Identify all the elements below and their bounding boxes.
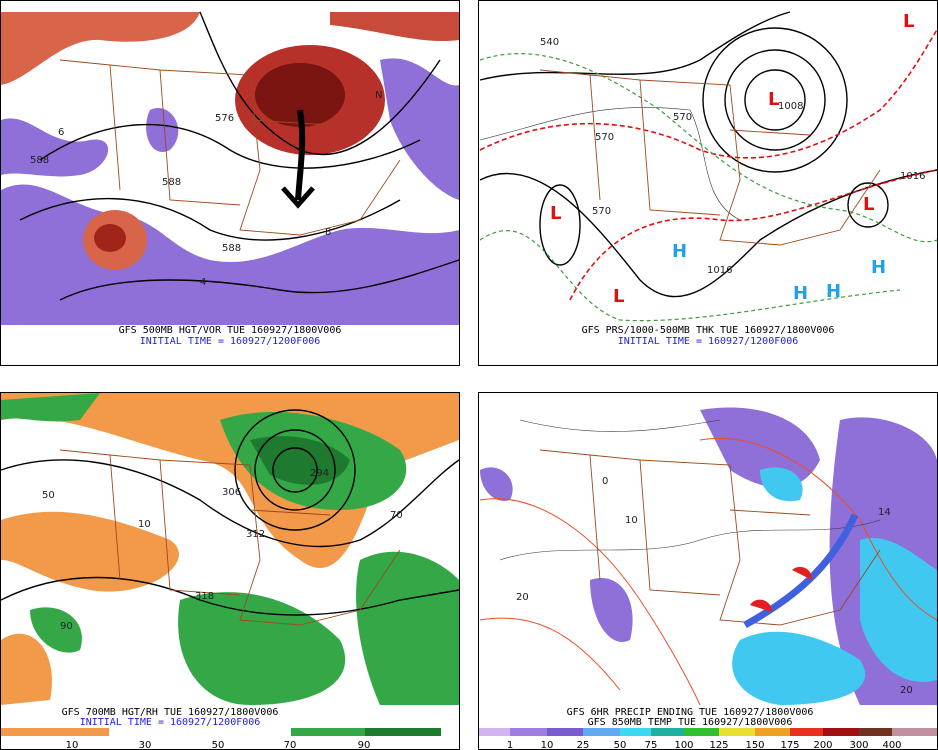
colorbar-swatch bbox=[620, 728, 651, 736]
contour-label: 8 bbox=[325, 227, 331, 238]
high-center: H bbox=[826, 281, 841, 302]
rh-label: 90 bbox=[60, 621, 73, 632]
colorbar-swatch bbox=[823, 728, 859, 736]
rh-label: 10 bbox=[138, 519, 151, 530]
caption: INITIAL TIME = 160927/1200F006 bbox=[618, 336, 799, 347]
caption: GFS PRS/1000-500MB THK TUE 160927/1800V0… bbox=[582, 325, 835, 336]
contour-label: N bbox=[375, 90, 382, 101]
colorbar-label: 50 bbox=[614, 740, 627, 750]
contour-label: 588 bbox=[222, 243, 241, 254]
low-center: L bbox=[903, 11, 914, 32]
low-center: L bbox=[863, 194, 874, 215]
contour-label: 318 bbox=[195, 591, 214, 602]
low-center: L bbox=[768, 89, 779, 110]
colorbar-swatch bbox=[684, 728, 719, 736]
thickness-label: 570 bbox=[595, 132, 614, 143]
contour-label: 306 bbox=[222, 487, 241, 498]
colorbar-label: 10 bbox=[541, 740, 554, 750]
map-mslp: L L L L L H H H H 1016 1016 1008 570 570… bbox=[479, 11, 938, 347]
caption: INITIAL TIME = 160927/1200F006 bbox=[80, 717, 261, 728]
colorbar-swatch bbox=[651, 728, 684, 736]
caption: GFS 500MB HGT/VOR TUE 160927/1800V006 bbox=[119, 325, 342, 336]
colorbar-label: 175 bbox=[780, 740, 799, 750]
colorbar-swatch bbox=[583, 728, 620, 736]
caption: GFS 850MB TEMP TUE 160927/1800V006 bbox=[588, 717, 793, 728]
caption: INITIAL TIME = 160927/1200F006 bbox=[140, 336, 321, 347]
colorbar-swatch bbox=[755, 728, 790, 736]
colorbar-swatch bbox=[547, 728, 583, 736]
colorbar: 1 10 25 50 75 100 125 150 175 200 300 400 bbox=[479, 728, 937, 750]
colorbar-label: 100 bbox=[674, 740, 693, 750]
colorbar-swatch bbox=[510, 728, 547, 736]
colorbar-label: 10 bbox=[66, 740, 79, 750]
colorbar-label: 300 bbox=[849, 740, 868, 750]
contour-label: 588 bbox=[30, 155, 49, 166]
colorbar-label: 150 bbox=[745, 740, 764, 750]
colorbar-label: 90 bbox=[358, 740, 371, 750]
colorbar-swatch bbox=[859, 728, 892, 736]
isobar-label: 1016 bbox=[707, 265, 732, 276]
precip-label: 14 bbox=[878, 507, 891, 518]
temp-label: 10 bbox=[625, 515, 638, 526]
colorbar-swatch bbox=[790, 728, 823, 736]
contour-label: 312 bbox=[246, 529, 265, 540]
map-700mb: 306 312 318 294 50 90 10 70 GFS 700MB HG… bbox=[0, 393, 460, 750]
contour-label: 294 bbox=[310, 468, 329, 479]
colorbar-label: 200 bbox=[813, 740, 832, 750]
rh-label: 50 bbox=[42, 490, 55, 501]
colorbar-label: 25 bbox=[577, 740, 590, 750]
low-center: L bbox=[550, 203, 561, 224]
colorbar-swatch bbox=[892, 728, 937, 736]
caption: GFS 700MB HGT/RH TUE 160927/1800V006 bbox=[62, 707, 279, 718]
map-500mb: 576 588 588 588 6 8 N 4 GFS 500MB HGT/VO… bbox=[1, 11, 460, 347]
thickness-label: 540 bbox=[540, 37, 559, 48]
high-center: H bbox=[672, 241, 687, 262]
isobar-label: 1016 bbox=[900, 171, 925, 182]
high-center: H bbox=[793, 283, 808, 304]
contour-label: 576 bbox=[215, 113, 234, 124]
contour-label: 6 bbox=[58, 127, 64, 138]
low-center: L bbox=[613, 286, 624, 307]
thickness-label: 570 bbox=[673, 112, 692, 123]
caption: GFS 6HR PRECIP ENDING TUE 160927/1800V00… bbox=[567, 707, 814, 718]
colorbar-label: 70 bbox=[284, 740, 297, 750]
colorbar-label: 30 bbox=[139, 740, 152, 750]
temp-label: 20 bbox=[516, 592, 529, 603]
colorbar-label: 125 bbox=[709, 740, 728, 750]
colorbar-swatch bbox=[479, 728, 510, 736]
colorbar-label: 75 bbox=[645, 740, 658, 750]
temp-label: 20 bbox=[900, 685, 913, 696]
colorbar-labels: 10 30 50 70 90 bbox=[66, 740, 371, 750]
rh-label: 70 bbox=[390, 510, 403, 521]
high-center: H bbox=[871, 257, 886, 278]
map-precip: 0 20 10 20 14 GFS 6HR PRECIP ENDING TUE … bbox=[479, 393, 938, 750]
colorbar-swatch bbox=[719, 728, 755, 736]
colorbar-label: 400 bbox=[882, 740, 901, 750]
temp-label: 0 bbox=[602, 476, 608, 487]
isobar-label: 1008 bbox=[778, 101, 803, 112]
colorbar-label: 50 bbox=[212, 740, 225, 750]
colorbar-label: 1 bbox=[507, 740, 513, 750]
thickness-label: 570 bbox=[592, 206, 611, 217]
contour-label: 588 bbox=[162, 177, 181, 188]
contour-label: 4 bbox=[200, 277, 206, 288]
